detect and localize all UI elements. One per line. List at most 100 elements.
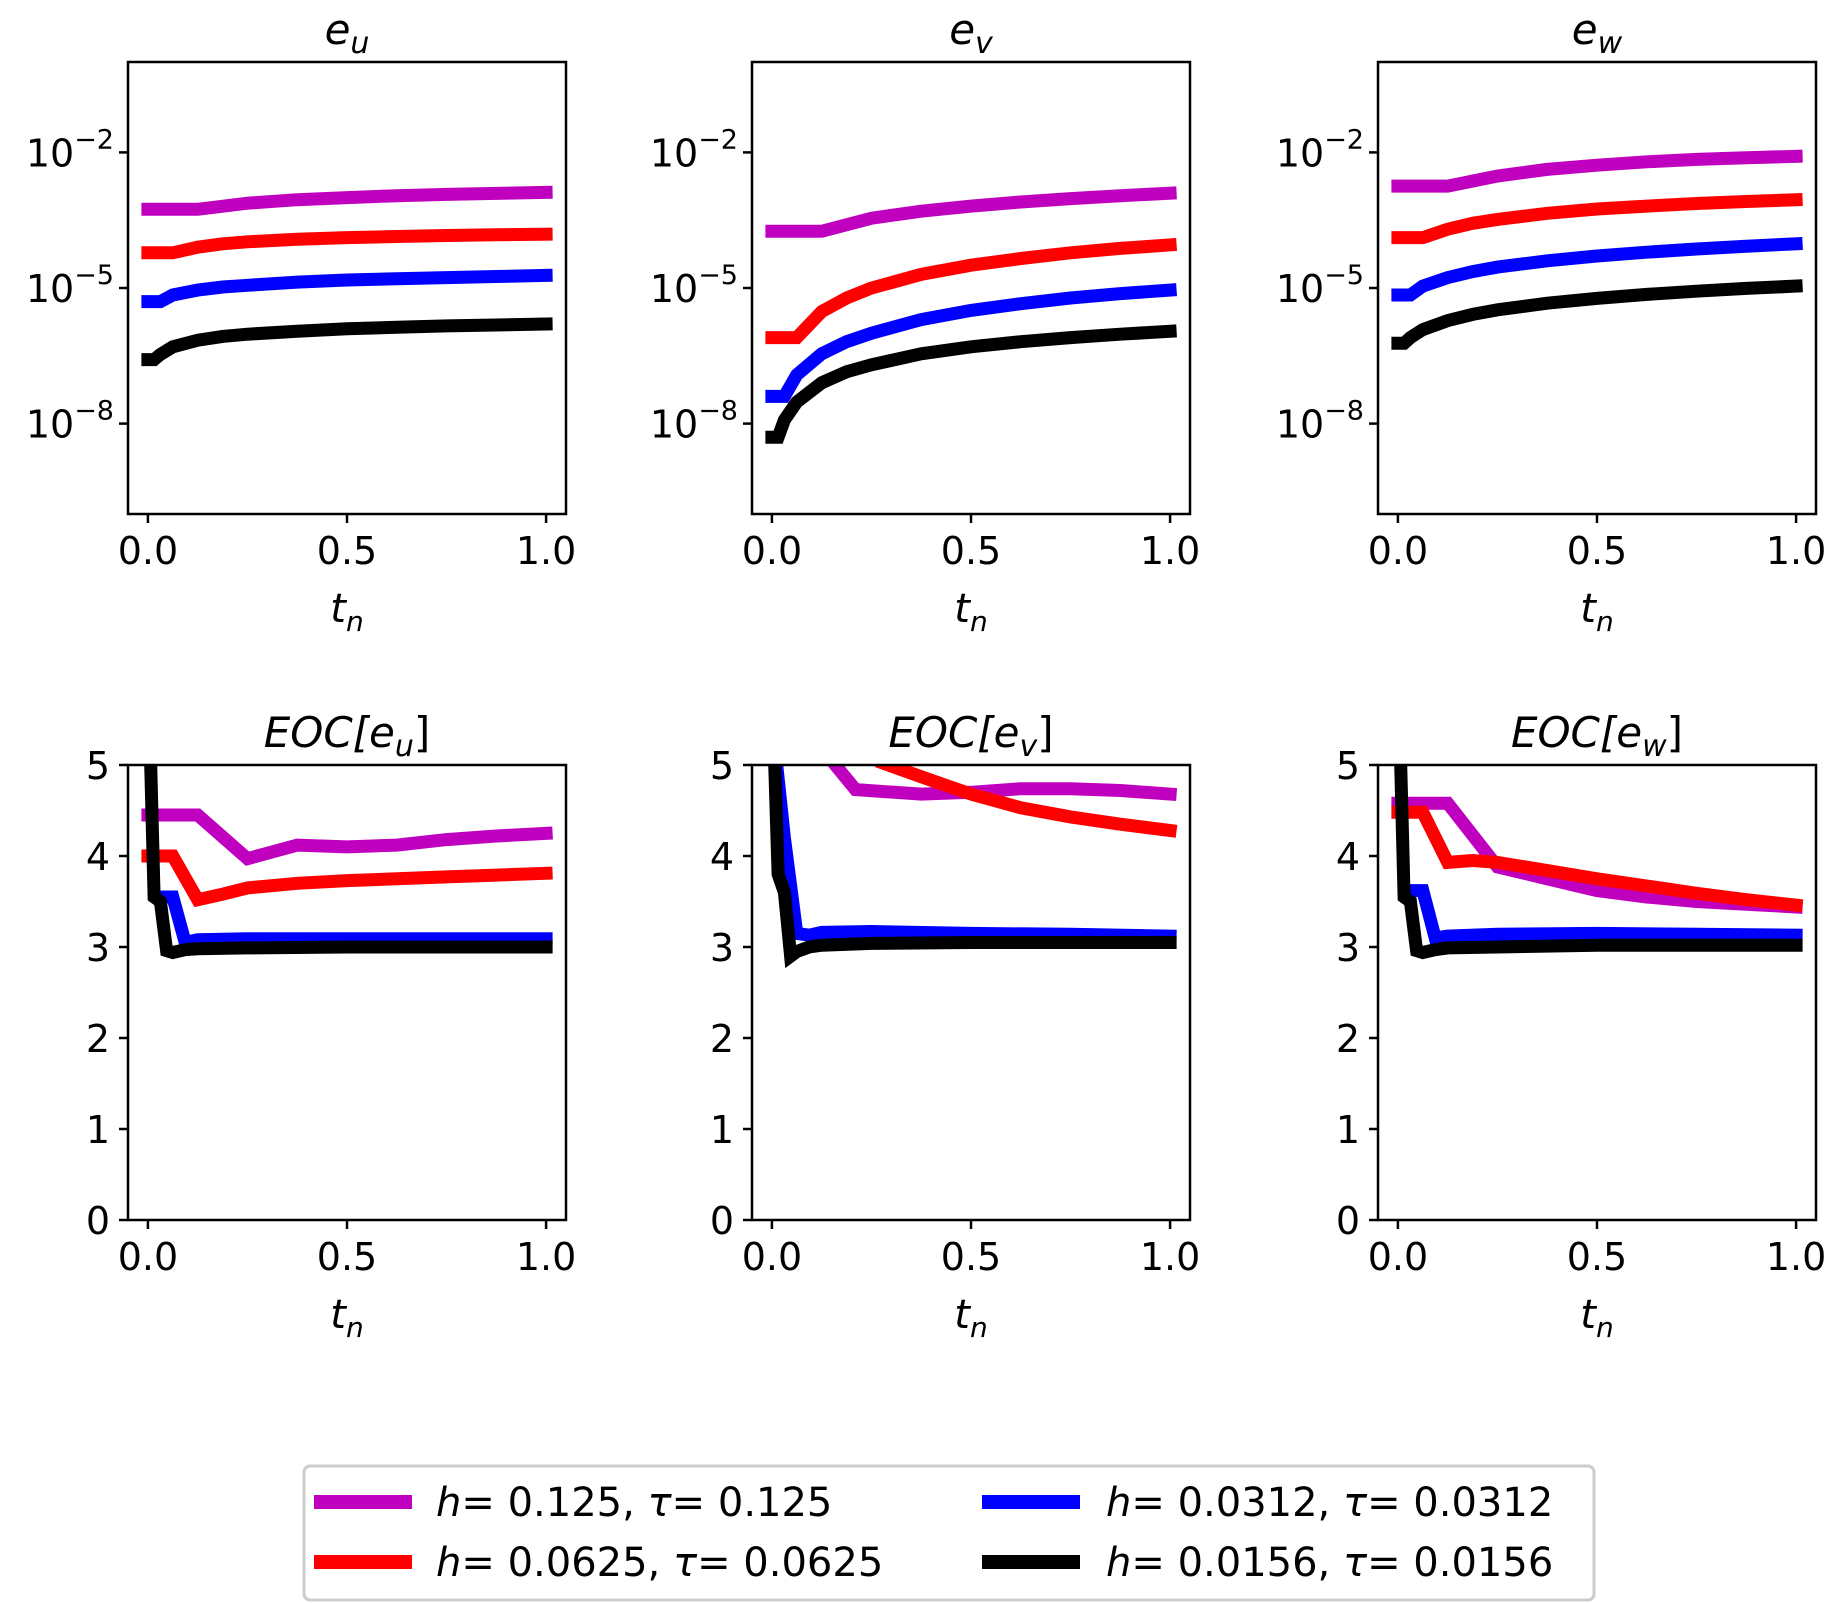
legend-label-2: h= 0.0312, τ= 0.0312	[1106, 1480, 1553, 1526]
y-tick-label: 0	[86, 1199, 110, 1243]
y-tick-label: 4	[86, 835, 110, 879]
y-tick-label: 10−5	[1276, 260, 1364, 311]
y-tick-label: 0	[1336, 1199, 1360, 1243]
y-tick-label: 2	[710, 1017, 734, 1061]
x-tick-label: 0.5	[317, 529, 377, 573]
panel-title: EOC[eu]	[264, 708, 431, 764]
panel-title: eu	[325, 5, 370, 61]
series-line-1	[141, 849, 553, 908]
panel-4: 0.0 0.5 1.0 0 1 2 3 4 5 EOC[ev] tn	[710, 708, 1200, 1344]
series-group	[765, 186, 1178, 444]
x-tick-label: 1.0	[1140, 529, 1200, 573]
series-line-0	[141, 185, 553, 216]
panel-title: EOC[ev]	[888, 708, 1053, 764]
series-group	[768, 765, 1178, 969]
y-tick-label: 10−2	[650, 124, 738, 175]
y-tick-label: 4	[710, 835, 734, 879]
x-tick-label: 0.0	[118, 529, 178, 573]
series-line-3	[1391, 279, 1803, 350]
series-group	[1391, 149, 1803, 350]
panel-3: 0.0 0.5 1.0 0 1 2 3 4 5 EOC[eu] tn	[86, 708, 576, 1344]
x-tick-label: 0.5	[941, 529, 1001, 573]
y-tick-label: 5	[710, 744, 734, 788]
series-group	[1391, 765, 1804, 960]
y-tick-label: 10−2	[26, 124, 114, 175]
series-line-2	[765, 283, 1178, 403]
panel-5: 0.0 0.5 1.0 0 1 2 3 4 5 EOC[ew] tn	[1336, 708, 1826, 1344]
y-tick-label: 1	[86, 1108, 110, 1152]
panel-0: 0.0 0.5 1.0 10−2 10−5 10−8 eu tn	[26, 5, 576, 638]
series-line-2	[1391, 236, 1803, 302]
x-tick-label: 0.5	[1567, 1235, 1627, 1279]
series-line-0	[826, 765, 1178, 802]
x-axis-label: tn	[954, 586, 987, 638]
y-tick-label: 3	[86, 926, 110, 970]
series-line-1	[765, 237, 1178, 345]
series-line-0	[765, 186, 1177, 238]
series-line-1	[875, 765, 1178, 838]
series-line-2	[141, 268, 553, 309]
y-tick-label: 3	[1336, 926, 1360, 970]
axes-frame	[750, 763, 1192, 1222]
legend-label-1: h= 0.0625, τ= 0.0625	[436, 1540, 883, 1586]
y-tick-label: 2	[86, 1017, 110, 1061]
y-tick-label: 10−8	[1276, 396, 1364, 447]
series-line-1	[1391, 192, 1803, 245]
panel-1: 0.0 0.5 1.0 10−2 10−5 10−8 ev tn	[650, 5, 1200, 638]
panel-title: EOC[ew]	[1511, 708, 1683, 764]
x-tick-label: 0.5	[1567, 529, 1627, 573]
y-tick-label: 5	[86, 744, 110, 788]
y-tick-label: 2	[1336, 1017, 1360, 1061]
y-tick-label: 10−5	[26, 260, 114, 311]
x-tick-label: 1.0	[1766, 529, 1826, 573]
x-tick-label: 0.0	[1368, 1235, 1428, 1279]
series-line-2	[1403, 884, 1803, 946]
y-tick-label: 10−8	[26, 396, 114, 447]
x-axis-label: tn	[954, 1292, 987, 1344]
x-tick-label: 1.0	[1766, 1235, 1826, 1279]
x-axis-label: tn	[330, 1292, 363, 1344]
x-tick-label: 0.0	[1368, 529, 1428, 573]
y-tick-label: 4	[1336, 835, 1360, 879]
y-tick-label: 1	[1336, 1108, 1360, 1152]
legend-label-3: h= 0.0156, τ= 0.0156	[1106, 1540, 1553, 1586]
series-line-3	[141, 317, 553, 367]
series-group	[141, 765, 553, 960]
series-group	[141, 185, 553, 367]
series-line-2	[153, 890, 553, 951]
series-line-0	[141, 808, 553, 866]
axes-frame	[1376, 763, 1818, 1222]
series-line-0	[1391, 796, 1803, 914]
y-tick-label: 10−8	[650, 396, 738, 447]
x-tick-label: 0.5	[317, 1235, 377, 1279]
x-tick-label: 0.0	[118, 1235, 178, 1279]
series-line-1	[1391, 805, 1804, 913]
panel-title: ev	[949, 5, 994, 61]
x-axis-label: tn	[1580, 1292, 1613, 1344]
x-axis-label: tn	[1580, 586, 1613, 638]
series-line-3	[144, 765, 553, 960]
series-line-1	[141, 227, 553, 260]
x-tick-label: 1.0	[1140, 1235, 1200, 1279]
x-tick-label: 0.0	[742, 1235, 802, 1279]
y-tick-label: 0	[710, 1199, 734, 1243]
y-tick-label: 1	[710, 1108, 734, 1152]
y-tick-label: 3	[710, 926, 734, 970]
x-tick-label: 0.5	[941, 1235, 1001, 1279]
legend-label-0: h= 0.125, τ= 0.125	[436, 1480, 832, 1526]
x-tick-label: 0.0	[742, 529, 802, 573]
panel-2: 0.0 0.5 1.0 10−2 10−5 10−8 ew tn	[1276, 5, 1826, 638]
y-tick-label: 5	[1336, 744, 1360, 788]
series-line-3	[765, 324, 1177, 444]
series-line-2	[770, 765, 1177, 943]
x-axis-label: tn	[330, 586, 363, 638]
series-line-3	[1394, 765, 1803, 960]
legend: h= 0.125, τ= 0.125 h= 0.0625, τ= 0.0625 …	[302, 1464, 1596, 1602]
x-tick-label: 1.0	[516, 1235, 576, 1279]
legend-frame	[302, 1464, 1596, 1602]
x-tick-label: 1.0	[516, 529, 576, 573]
y-tick-label: 10−5	[650, 260, 738, 311]
series-line-0	[1391, 149, 1803, 193]
y-tick-label: 10−2	[1276, 124, 1364, 175]
